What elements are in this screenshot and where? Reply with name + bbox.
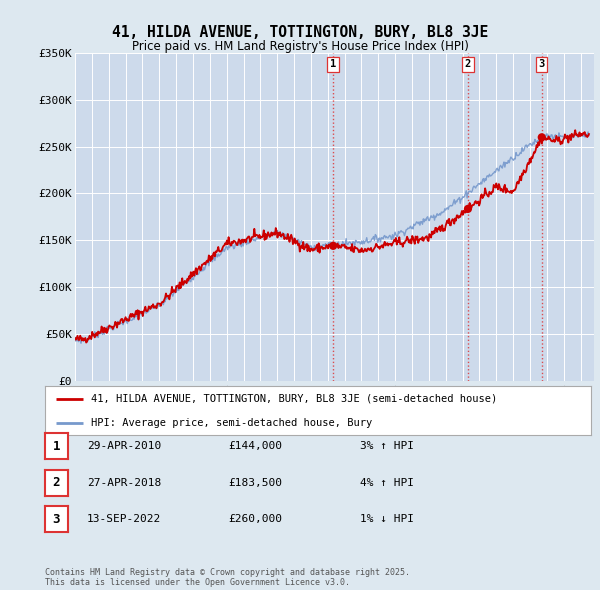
Text: £183,500: £183,500 (228, 478, 282, 487)
Point (328, 241, 338, 251)
Text: 13-SEP-2022: 13-SEP-2022 (87, 514, 161, 524)
Text: £144,000: £144,000 (228, 441, 282, 451)
Text: Contains HM Land Registry data © Crown copyright and database right 2025.
This d: Contains HM Land Registry data © Crown c… (45, 568, 410, 587)
Text: 1: 1 (330, 60, 336, 70)
Point (463, 204, 473, 214)
Text: £260,000: £260,000 (228, 514, 282, 524)
Text: 29-APR-2010: 29-APR-2010 (87, 441, 161, 451)
Text: 41, HILDA AVENUE, TOTTINGTON, BURY, BL8 3JE (semi-detached house): 41, HILDA AVENUE, TOTTINGTON, BURY, BL8 … (91, 394, 497, 404)
Text: 27-APR-2018: 27-APR-2018 (87, 478, 161, 487)
Text: 2: 2 (53, 476, 60, 489)
Text: Price paid vs. HM Land Registry's House Price Index (HPI): Price paid vs. HM Land Registry's House … (131, 40, 469, 53)
Text: 2: 2 (465, 60, 471, 70)
Text: 3% ↑ HPI: 3% ↑ HPI (360, 441, 414, 451)
Text: 3: 3 (539, 60, 545, 70)
Text: 4% ↑ HPI: 4% ↑ HPI (360, 478, 414, 487)
Point (537, 133, 547, 142)
Text: HPI: Average price, semi-detached house, Bury: HPI: Average price, semi-detached house,… (91, 418, 373, 428)
Text: 1: 1 (53, 440, 60, 453)
Text: 41, HILDA AVENUE, TOTTINGTON, BURY, BL8 3JE: 41, HILDA AVENUE, TOTTINGTON, BURY, BL8 … (112, 25, 488, 40)
Text: 3: 3 (53, 513, 60, 526)
Text: 1% ↓ HPI: 1% ↓ HPI (360, 514, 414, 524)
